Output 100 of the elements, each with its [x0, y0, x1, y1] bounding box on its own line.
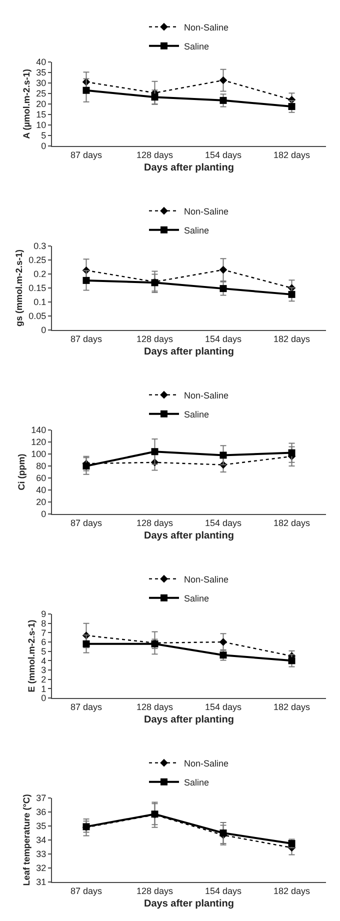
point — [288, 657, 296, 664]
point — [288, 290, 296, 298]
y-tick-label: 80 — [36, 461, 46, 472]
y-axis-title: Ci (ppm) — [16, 454, 27, 490]
legend-label: Non-Saline — [184, 22, 229, 32]
y-tick-label: 34 — [36, 835, 46, 846]
y-tick-label: 15 — [36, 110, 46, 120]
legend-label: Saline — [184, 409, 210, 420]
y-tick-label: 35 — [36, 68, 46, 78]
y-tick-label: 20 — [36, 99, 46, 110]
point — [82, 462, 90, 470]
point — [220, 652, 227, 659]
legend-label: Non-Saline — [184, 574, 229, 584]
legend-label: Saline — [184, 225, 210, 236]
x-tick-label: 154 days — [204, 518, 242, 528]
y-tick-label: 36 — [36, 807, 46, 818]
legend-label: Non-Saline — [184, 206, 229, 216]
y-tick-label: 3 — [41, 665, 46, 676]
y-tick-label: 0.2 — [34, 269, 46, 280]
x-tick-label: 182 days — [273, 518, 311, 528]
y-tick-label: 20 — [36, 497, 46, 508]
x-tick-label: 128 days — [136, 886, 174, 896]
y-tick-label: 25 — [36, 88, 46, 99]
x-axis-title: Days after planting — [144, 162, 234, 174]
point — [82, 276, 90, 284]
x-tick-label: 154 days — [204, 150, 242, 160]
y-tick-label: 0 — [41, 693, 46, 704]
y-tick-label: 10 — [36, 120, 46, 130]
x-tick-label: 154 days — [204, 334, 242, 344]
legend-label: Non-Saline — [184, 390, 229, 400]
y-tick-label: 31 — [36, 877, 46, 888]
x-tick-label: 154 days — [204, 886, 242, 896]
point — [220, 830, 227, 836]
y-tick-label: 35 — [36, 821, 46, 832]
x-tick-label: 87 days — [70, 334, 103, 344]
y-tick-label: 0.1 — [34, 297, 46, 308]
y-axis-title: E (mmol.m-2.s-1) — [26, 620, 37, 692]
y-tick-label: 32 — [36, 863, 46, 874]
point — [151, 94, 158, 101]
x-tick-label: 128 days — [136, 518, 174, 528]
point — [82, 86, 90, 94]
x-axis-title: Days after planting — [144, 714, 234, 726]
y-tick-label: 0 — [41, 325, 46, 336]
y-tick-label: 0 — [41, 509, 46, 520]
x-axis-title: Days after planting — [144, 346, 234, 358]
y-tick-label: 100 — [31, 449, 46, 460]
point — [220, 452, 227, 459]
y-tick-label: 0.25 — [28, 255, 46, 266]
y-tick-label: 6 — [41, 637, 46, 648]
point — [220, 285, 227, 292]
y-axis-title: A (µmol.m-2.s-1) — [22, 69, 32, 139]
y-tick-label: 120 — [31, 437, 46, 448]
y-tick-label: 40 — [36, 485, 46, 496]
legend-label: Saline — [184, 593, 210, 604]
x-tick-label: 87 days — [70, 518, 103, 528]
legend-label: Non-Saline — [184, 758, 229, 768]
point — [219, 76, 228, 84]
x-tick-label: 128 days — [136, 150, 174, 160]
point — [151, 810, 158, 818]
point — [151, 448, 158, 456]
y-tick-label: 0.15 — [28, 283, 46, 294]
point — [219, 266, 228, 274]
y-tick-label: 0 — [41, 141, 46, 152]
y-axis-title: gs (mmol.m-2.s-1) — [14, 249, 24, 327]
y-tick-label: 5 — [41, 130, 46, 141]
point — [82, 640, 90, 648]
y-tick-label: 8 — [41, 618, 46, 628]
y-tick-label: 2 — [41, 674, 46, 684]
y-tick-label: 30 — [36, 78, 46, 88]
y-tick-label: 33 — [36, 849, 46, 860]
x-tick-label: 154 days — [204, 702, 242, 712]
y-axis-title: Leaf temperature (°C) — [22, 794, 32, 886]
legend-label: Saline — [184, 41, 210, 52]
x-tick-label: 182 days — [273, 334, 311, 344]
y-tick-label: 60 — [36, 473, 46, 484]
x-tick-label: 182 days — [273, 886, 311, 896]
x-tick-label: 87 days — [70, 150, 103, 160]
y-tick-label: 37 — [36, 793, 46, 804]
x-axis-title: Days after planting — [144, 898, 234, 910]
y-tick-label: 5 — [41, 646, 46, 656]
x-tick-label: 87 days — [70, 886, 103, 896]
y-tick-label: 1 — [41, 684, 46, 694]
point — [220, 96, 227, 104]
point — [288, 449, 296, 456]
x-tick-label: 182 days — [273, 150, 311, 160]
x-tick-label: 128 days — [136, 334, 174, 344]
x-tick-label: 128 days — [136, 702, 174, 712]
y-tick-label: 40 — [36, 57, 46, 68]
legend-label: Saline — [184, 777, 210, 788]
x-axis-title: Days after planting — [144, 530, 234, 542]
y-tick-label: 4 — [41, 656, 46, 666]
y-tick-label: 140 — [31, 425, 46, 436]
y-tick-label: 9 — [41, 609, 46, 620]
point — [219, 638, 228, 646]
y-tick-label: 0.05 — [28, 311, 46, 322]
y-tick-label: 7 — [41, 628, 46, 638]
point — [288, 103, 296, 110]
x-tick-label: 87 days — [70, 702, 103, 712]
x-tick-label: 182 days — [273, 702, 311, 712]
y-tick-label: 0.3 — [34, 241, 46, 252]
